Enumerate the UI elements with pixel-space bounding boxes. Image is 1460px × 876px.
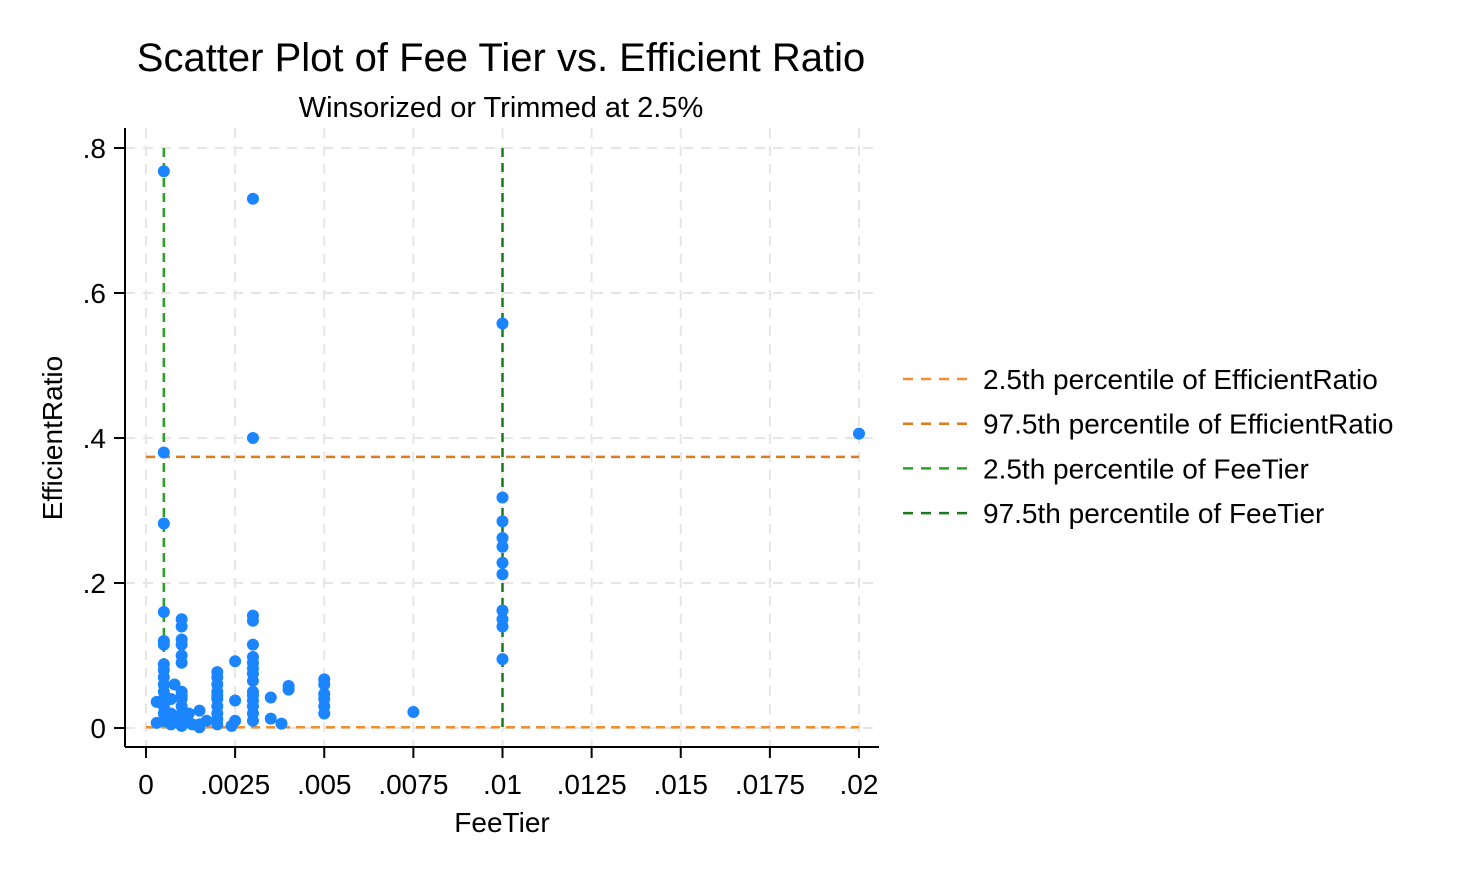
- data-point: [246, 192, 259, 205]
- data-point: [318, 678, 331, 691]
- chart-subtitle: Winsorized or Trimmed at 2.5%: [299, 92, 704, 124]
- y-tick-label: .2: [83, 568, 106, 599]
- data-point: [496, 556, 509, 569]
- legend-label: 2.5th percentile of FeeTier: [983, 453, 1309, 484]
- x-tick-label: .02: [840, 769, 879, 800]
- data-point: [175, 656, 188, 669]
- data-point: [246, 614, 259, 627]
- data-point: [496, 653, 509, 666]
- y-tick-label: .8: [83, 133, 106, 164]
- legend-label: 97.5th percentile of FeeTier: [983, 498, 1324, 529]
- data-point: [182, 707, 195, 720]
- data-point: [264, 712, 277, 725]
- data-point: [496, 620, 509, 633]
- data-point: [282, 683, 295, 696]
- data-point: [275, 717, 288, 730]
- data-point: [407, 706, 420, 719]
- data-point: [225, 719, 238, 732]
- y-axis-title: EfficientRatio: [37, 356, 68, 520]
- data-point: [150, 695, 163, 708]
- x-tick-label: .0025: [200, 769, 270, 800]
- x-tick-label: .0125: [557, 769, 627, 800]
- data-point: [157, 638, 170, 651]
- data-point: [246, 714, 259, 727]
- data-point: [496, 540, 509, 553]
- legend-label: 97.5th percentile of EfficientRatio: [983, 409, 1393, 440]
- x-axis-title: FeeTier: [454, 807, 549, 838]
- data-point: [157, 165, 170, 178]
- data-point: [246, 432, 259, 444]
- data-point: [150, 716, 163, 729]
- data-point: [157, 446, 170, 459]
- legend-item: 97.5th percentile of FeeTier: [903, 498, 1324, 529]
- data-point: [264, 691, 277, 704]
- data-point: [200, 714, 213, 727]
- data-point: [164, 693, 177, 705]
- data-point: [229, 655, 242, 668]
- legend-item: 97.5th percentile of EfficientRatio: [903, 409, 1393, 440]
- y-tick-label: 0: [90, 713, 106, 744]
- data-point: [853, 427, 865, 440]
- data-point: [496, 532, 509, 545]
- data-point: [175, 620, 188, 633]
- points-layer: [150, 165, 865, 734]
- x-tick-label: .0175: [735, 769, 805, 800]
- x-tick-label: .0075: [378, 769, 448, 800]
- x-tick-label: 0: [138, 769, 154, 800]
- x-tick-label: .015: [654, 769, 709, 800]
- legend-label: 2.5th percentile of EfficientRatio: [983, 364, 1378, 395]
- data-point: [246, 674, 259, 687]
- data-point: [211, 718, 224, 731]
- legend-item: 2.5th percentile of EfficientRatio: [903, 364, 1378, 395]
- data-point: [318, 707, 331, 720]
- data-point: [496, 568, 509, 581]
- data-point: [496, 317, 509, 330]
- x-tick-label: .005: [297, 769, 352, 800]
- legend-item: 2.5th percentile of FeeTier: [903, 453, 1309, 484]
- y-tick-label: .6: [83, 278, 106, 309]
- data-point: [193, 704, 206, 717]
- legend: 2.5th percentile of EfficientRatio 97.5th…: [903, 364, 1393, 529]
- x-tick-label: .01: [483, 769, 522, 800]
- data-point: [246, 638, 259, 651]
- data-point: [175, 638, 188, 651]
- data-point: [157, 517, 170, 530]
- data-point: [157, 606, 170, 618]
- data-point: [496, 491, 509, 504]
- data-point: [229, 694, 242, 707]
- data-point: [496, 604, 509, 617]
- data-point: [496, 515, 509, 528]
- axes-layer: 0 .0025 .005 .0075 .01 .0125 .015 .0175 .02 0 .2 .4…: [83, 128, 879, 800]
- chart-title: Scatter Plot of Fee Tier vs. Efficient R…: [137, 36, 865, 80]
- y-tick-label: .4: [83, 423, 106, 454]
